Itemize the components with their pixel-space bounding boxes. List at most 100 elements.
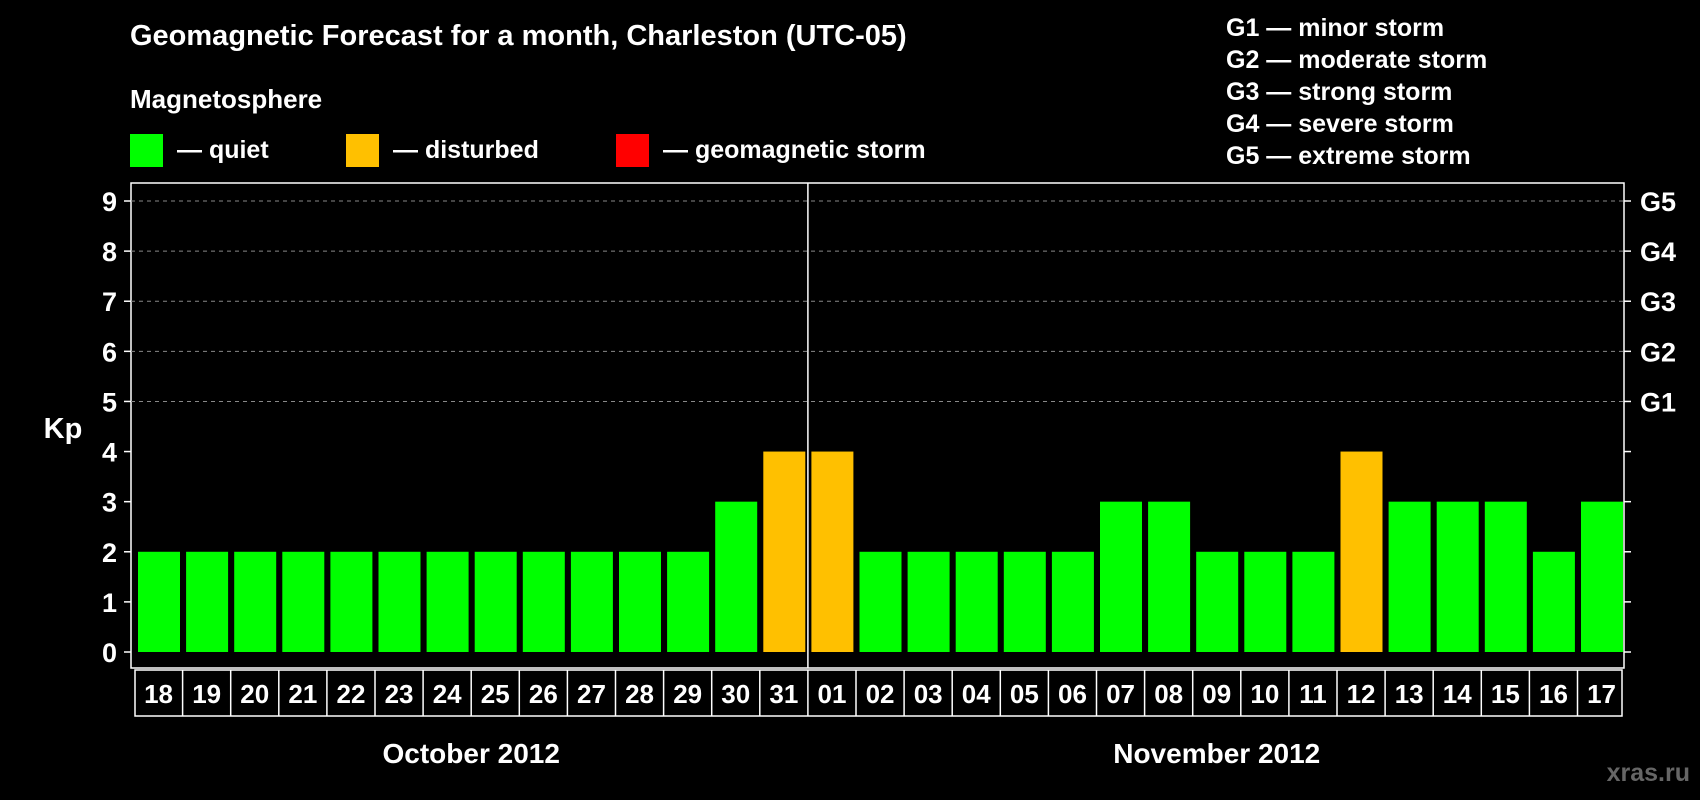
storm-level-g1: G1 — minor storm xyxy=(1226,14,1445,42)
x-tick-label-05: 05 xyxy=(1010,679,1039,709)
legend-subtitle: Magnetosphere xyxy=(130,84,323,114)
x-tick-label-30: 30 xyxy=(721,679,750,709)
legend-label-storm: — geomagnetic storm xyxy=(663,136,926,164)
x-tick-label-11: 11 xyxy=(1299,679,1327,709)
x-tick-label-04: 04 xyxy=(962,679,991,709)
y-axis-label: Kp xyxy=(44,413,83,445)
watermark: xras.ru xyxy=(1606,759,1690,787)
plot-frame xyxy=(130,182,1625,669)
x-tick-label-03: 03 xyxy=(914,679,943,709)
right-axis-label-g5: G5 xyxy=(1640,187,1676,217)
y-tick-label-8: 8 xyxy=(102,237,117,267)
x-tick-label-10: 10 xyxy=(1250,679,1279,709)
bar-23 xyxy=(378,551,421,652)
chart-title: Geomagnetic Forecast for a month, Charle… xyxy=(130,20,907,52)
bar-15 xyxy=(1484,501,1527,652)
bar-24 xyxy=(426,551,469,652)
x-tick-label-23: 23 xyxy=(385,679,414,709)
right-axis-label-g1: G1 xyxy=(1640,387,1676,417)
bar-14 xyxy=(1436,501,1479,652)
y-tick-label-5: 5 xyxy=(102,387,117,417)
storm-level-g3: G3 — strong storm xyxy=(1226,78,1453,106)
x-tick-label-06: 06 xyxy=(1058,679,1087,709)
x-tick-label-28: 28 xyxy=(625,679,654,709)
x-tick-label-09: 09 xyxy=(1202,679,1231,709)
date-axis-box xyxy=(134,669,1623,717)
bar-27 xyxy=(570,551,613,652)
x-tick-label-14: 14 xyxy=(1443,679,1472,709)
legend-label-disturbed: — disturbed xyxy=(393,136,539,164)
x-tick-label-18: 18 xyxy=(144,679,173,709)
x-tick-label-20: 20 xyxy=(240,679,269,709)
y-tick-label-6: 6 xyxy=(102,337,117,367)
legend-item-disturbed: — disturbed xyxy=(346,134,539,167)
bar-11 xyxy=(1292,551,1335,652)
month-label-1: November 2012 xyxy=(1113,738,1320,769)
x-tick-label-31: 31 xyxy=(769,679,798,709)
bar-13 xyxy=(1388,501,1431,652)
storm-level-g5: G5 — extreme storm xyxy=(1226,142,1471,170)
x-tick-label-01: 01 xyxy=(817,679,846,709)
x-tick-label-29: 29 xyxy=(673,679,702,709)
x-tick-label-07: 07 xyxy=(1106,679,1135,709)
bar-05 xyxy=(1003,551,1046,652)
x-tick-label-13: 13 xyxy=(1395,679,1424,709)
right-axis-label-g4: G4 xyxy=(1640,237,1676,267)
bar-17 xyxy=(1581,501,1623,652)
bar-18 xyxy=(138,551,180,652)
bar-01 xyxy=(811,451,854,652)
month-label-0: October 2012 xyxy=(382,738,559,769)
bar-07 xyxy=(1100,501,1142,652)
bar-08 xyxy=(1148,501,1191,652)
bar-22 xyxy=(330,551,373,652)
bar-26 xyxy=(522,551,565,652)
x-tick-label-26: 26 xyxy=(529,679,558,709)
bar-04 xyxy=(955,551,998,652)
x-tick-label-12: 12 xyxy=(1347,679,1376,709)
bar-06 xyxy=(1051,551,1094,652)
legend-swatch-storm xyxy=(616,134,649,167)
x-tick-label-21: 21 xyxy=(288,679,317,709)
bar-12 xyxy=(1340,451,1383,652)
bar-10 xyxy=(1244,551,1287,652)
legend-label-quiet: — quiet xyxy=(177,136,269,164)
bar-19 xyxy=(186,551,229,652)
y-tick-label-1: 1 xyxy=(102,588,117,618)
bar-31 xyxy=(763,451,806,652)
x-tick-label-08: 08 xyxy=(1154,679,1183,709)
right-axis-label-g3: G3 xyxy=(1640,287,1676,317)
y-tick-label-0: 0 xyxy=(102,638,117,668)
x-tick-label-27: 27 xyxy=(577,679,606,709)
x-tick-label-19: 19 xyxy=(192,679,221,709)
bar-25 xyxy=(474,551,517,652)
legend-item-storm: — geomagnetic storm xyxy=(616,134,926,167)
x-tick-label-24: 24 xyxy=(433,679,462,709)
y-tick-label-9: 9 xyxy=(102,187,117,217)
y-tick-label-3: 3 xyxy=(102,488,117,518)
bar-03 xyxy=(907,551,950,652)
y-tick-label-4: 4 xyxy=(102,438,117,468)
y-tick-label-2: 2 xyxy=(102,538,117,568)
storm-level-g4: G4 — severe storm xyxy=(1226,110,1454,138)
x-tick-label-16: 16 xyxy=(1539,679,1568,709)
bar-02 xyxy=(859,551,902,652)
bar-20 xyxy=(234,551,277,652)
storm-level-key: G1 — minor storm G2 — moderate storm G3 … xyxy=(1226,12,1487,172)
legend-swatch-disturbed xyxy=(346,134,379,167)
bar-30 xyxy=(715,501,758,652)
storm-level-g2: G2 — moderate storm xyxy=(1226,46,1488,74)
x-tick-label-22: 22 xyxy=(336,679,365,709)
x-tick-label-15: 15 xyxy=(1491,679,1520,709)
legend-item-quiet: — quiet xyxy=(130,134,269,167)
bar-28 xyxy=(619,551,661,652)
bar-16 xyxy=(1532,551,1575,652)
x-tick-label-17: 17 xyxy=(1587,679,1616,709)
bar-21 xyxy=(282,551,325,652)
y-tick-label-7: 7 xyxy=(102,287,117,317)
right-axis-label-g2: G2 xyxy=(1640,337,1676,367)
x-tick-label-02: 02 xyxy=(866,679,895,709)
bar-09 xyxy=(1196,551,1239,652)
bar-29 xyxy=(667,551,710,652)
legend-swatch-quiet xyxy=(130,134,163,167)
